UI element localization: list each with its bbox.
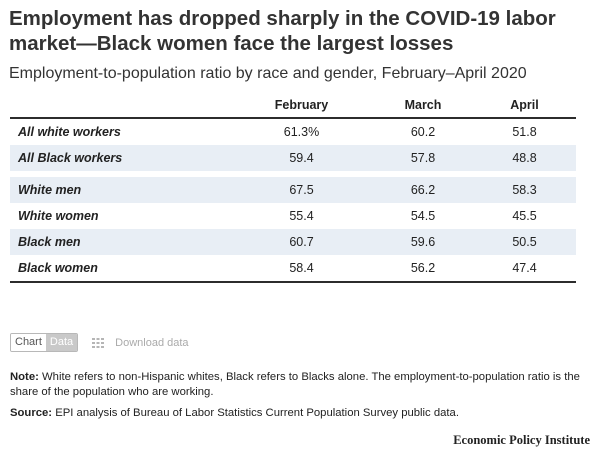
download-data-button[interactable]: Download data [92,336,189,349]
column-header: February [230,93,373,119]
table-header-row: February March April [10,93,576,119]
table-cell: 61.3% [283,125,320,139]
row-label: Black men [10,229,230,255]
table-row: White men 67.5 66.2 58.3 [10,177,576,203]
grid-icon [92,337,105,348]
row-label: All Black workers [10,145,230,171]
chart-subtitle: Employment-to-population ratio by race a… [9,65,527,82]
table-cell: 60.2 [410,125,436,139]
table-row: All Black workers 59.4 57.8 48.8 [10,145,576,171]
table-cell: 56.2 [373,255,473,283]
table-cell: 55.4 [289,209,314,223]
table-cell: 50.5 [473,229,576,255]
download-data-label: Download data [115,336,189,349]
table-cell: 58.4 [230,255,373,283]
table-cell: 58.3 [473,177,576,203]
data-view-button[interactable]: Data [45,334,78,351]
table-row: Black women 58.4 56.2 47.4 [10,255,576,283]
source-label: Source: [10,407,53,419]
data-table: February March April All white workers 6… [10,93,576,283]
row-label: White women [18,209,99,223]
column-header: April [473,93,576,119]
chart-data-toggle: Chart Data [10,333,79,352]
table-cell: 45.5 [512,209,537,223]
chart-note: Note: White refers to non-Hispanic white… [10,370,590,400]
row-label: White men [10,177,230,203]
table-cell: 57.8 [373,145,473,171]
table-cell: 47.4 [473,255,576,283]
source-text: EPI analysis of Bureau of Labor Statisti… [52,407,459,419]
chart-title: Employment has dropped sharply in the CO… [9,7,556,55]
table-cell: 60.7 [230,229,373,255]
note-text: White refers to non-Hispanic whites, Bla… [10,371,580,398]
view-controls: Chart Data Download data [10,333,189,352]
note-label: Note: [10,371,39,383]
table-cell: 67.5 [230,177,373,203]
table-row: All white workers 61.3% 60.2 51.8 [10,118,576,145]
row-label: All white workers [18,125,121,139]
column-header: March [373,93,473,119]
table-cell: 48.8 [473,145,576,171]
data-table-container: February March April All white workers 6… [10,93,576,283]
table-cell: 51.8 [512,125,537,139]
table-cell: 59.4 [230,145,373,171]
table-cell: 66.2 [373,177,473,203]
table-cell: 54.5 [410,209,436,223]
table-row: Black men 60.7 59.6 50.5 [10,229,576,255]
table-cell: 59.6 [373,229,473,255]
table-row: White women 55.4 54.5 45.5 [10,203,576,229]
chart-view-button[interactable]: Chart [11,334,46,351]
column-header [10,93,230,119]
row-label: Black women [10,255,230,283]
chart-source: Source: EPI analysis of Bureau of Labor … [10,406,590,421]
publisher-credit: Economic Policy Institute [453,433,590,447]
